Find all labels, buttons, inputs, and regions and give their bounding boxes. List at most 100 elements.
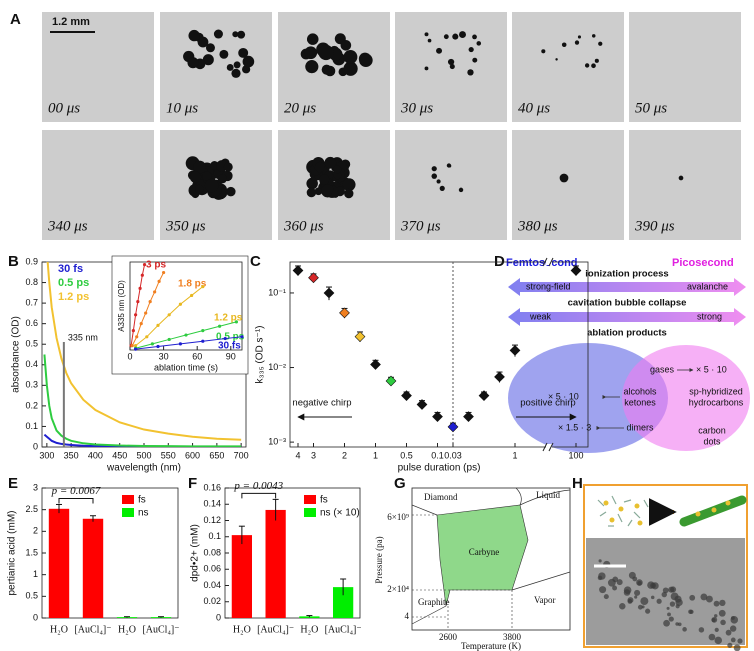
blob bbox=[476, 41, 482, 46]
tem-dot bbox=[682, 627, 687, 632]
y-tick-label: 0.02 bbox=[203, 596, 221, 606]
y-tick-label: 0 bbox=[33, 441, 38, 451]
blob bbox=[598, 41, 603, 46]
blob bbox=[447, 164, 452, 168]
row-title: ionization process bbox=[585, 269, 668, 280]
frame-image bbox=[42, 130, 154, 240]
blob bbox=[217, 174, 227, 184]
blob bbox=[226, 186, 236, 197]
blob bbox=[213, 29, 223, 39]
bar bbox=[231, 535, 252, 618]
tem-dot bbox=[737, 638, 743, 644]
blob bbox=[314, 187, 323, 196]
x-axis-label: pulse duration (ps) bbox=[398, 463, 481, 474]
point bbox=[478, 390, 490, 402]
blob bbox=[321, 64, 332, 75]
y-tick-label: 6×10⁹ bbox=[387, 512, 409, 522]
guide-line bbox=[412, 514, 513, 630]
break-mark bbox=[542, 257, 554, 267]
tem-dot bbox=[714, 614, 718, 618]
blob bbox=[202, 171, 212, 181]
x-tick-label: 450 bbox=[112, 450, 127, 460]
particles bbox=[603, 500, 643, 526]
y-tick-label: 0.5 bbox=[25, 591, 38, 601]
blob bbox=[458, 187, 464, 193]
femtosecond-header: Femtosecond bbox=[506, 257, 578, 269]
blob bbox=[431, 173, 438, 179]
frame-time: 390 μs bbox=[634, 218, 675, 234]
y-tick-label: 0.9 bbox=[25, 256, 38, 266]
y-tick-label: 2×10⁴ bbox=[387, 584, 409, 594]
frame-image bbox=[395, 130, 507, 240]
y-tick-label: 0.16 bbox=[203, 482, 221, 492]
x-tick-label: 350 bbox=[64, 450, 79, 460]
blob bbox=[574, 40, 580, 45]
tem-dot bbox=[714, 627, 719, 633]
tem-dot bbox=[607, 578, 616, 587]
frame-time: 380 μs bbox=[517, 218, 558, 234]
y-axis-label: dpd•2+ (mM) bbox=[190, 524, 201, 582]
x-tick-label: 3800 bbox=[503, 632, 522, 642]
blob bbox=[431, 166, 437, 172]
x-axis-label: Temperature (K) bbox=[461, 641, 521, 651]
blob bbox=[343, 61, 358, 76]
legend-entry: 30 fs bbox=[58, 263, 83, 275]
blob bbox=[324, 156, 337, 169]
product-label: alcohols bbox=[623, 386, 657, 396]
x-tick-label: [AuCl₄]⁻ bbox=[257, 624, 294, 635]
row-left: weak bbox=[529, 311, 552, 321]
tem-dot bbox=[632, 576, 638, 582]
y-tick-label: 0.8 bbox=[25, 277, 38, 287]
scale-bar-label: 1.2 mm bbox=[52, 16, 90, 28]
y-tick-label: 0.4 bbox=[25, 359, 38, 369]
x-tick-label: H₂O bbox=[233, 624, 251, 635]
point bbox=[416, 399, 428, 410]
x-tick-label: 650 bbox=[209, 450, 224, 460]
blob bbox=[237, 30, 246, 39]
x-tick-label: 1 bbox=[373, 450, 378, 460]
x-tick-label: 30 bbox=[159, 351, 169, 361]
tem-dot bbox=[634, 589, 641, 596]
tem-dot bbox=[674, 595, 682, 603]
rod-particles bbox=[695, 500, 731, 517]
frame-time: 00 μs bbox=[48, 100, 80, 116]
blob bbox=[342, 178, 356, 192]
y-tick-label: 0.14 bbox=[203, 499, 221, 509]
blob bbox=[238, 47, 249, 58]
tem-dot bbox=[711, 616, 718, 623]
y-tick-label: 0.1 bbox=[25, 421, 38, 431]
y-axis-label: k₃₃₅ (OD s⁻¹) bbox=[255, 326, 266, 384]
tem-dot bbox=[640, 597, 649, 606]
panel-label: A bbox=[10, 11, 21, 28]
blob bbox=[223, 162, 233, 172]
x-tick-label: 0.03 bbox=[444, 450, 462, 460]
tem-dot bbox=[668, 616, 674, 622]
blob bbox=[577, 35, 582, 39]
blob bbox=[343, 50, 358, 64]
axis-break bbox=[546, 259, 552, 265]
tem-dot bbox=[619, 603, 626, 610]
product-label: gases bbox=[650, 364, 675, 374]
y-axis-label: absorbance (OD) bbox=[11, 316, 22, 393]
blob bbox=[189, 171, 202, 183]
region-label: Diamond bbox=[424, 492, 458, 502]
frame-time: 30 μs bbox=[400, 100, 433, 116]
x-tick-label: [AuCl₄]⁻ bbox=[325, 624, 362, 635]
series-line bbox=[130, 264, 146, 346]
x-tick-label: 100 bbox=[568, 450, 583, 460]
tem-dot bbox=[698, 627, 705, 633]
blob bbox=[459, 31, 466, 39]
blob bbox=[541, 49, 546, 54]
point bbox=[339, 307, 350, 319]
boundary bbox=[519, 489, 571, 506]
series-label: 1.2 ps bbox=[214, 313, 243, 324]
point bbox=[385, 375, 397, 387]
frame-image bbox=[629, 12, 741, 122]
series-label: 30 fs bbox=[218, 341, 241, 352]
legend-swatch bbox=[304, 508, 316, 517]
y-tick-label: 1 bbox=[33, 569, 38, 579]
series-line bbox=[135, 286, 204, 346]
point bbox=[401, 390, 412, 402]
tem-dot bbox=[727, 642, 733, 648]
